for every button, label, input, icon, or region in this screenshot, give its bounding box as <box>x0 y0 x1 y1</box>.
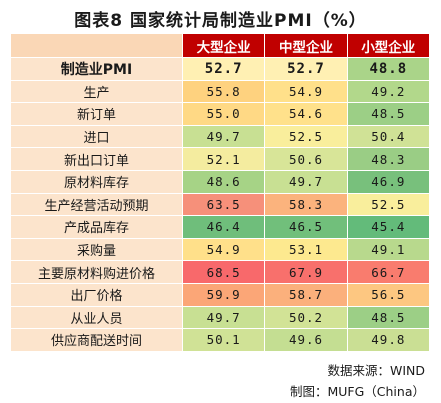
table-row: 进口 49.7 52.5 50.4 <box>10 124 430 149</box>
value-cell: 49.7 <box>264 169 348 194</box>
row-label: 进口 <box>10 124 183 149</box>
row-label: 新订单 <box>10 102 183 126</box>
value-cell: 58.7 <box>264 282 348 307</box>
column-header-medium: 中型企业 <box>264 33 348 58</box>
value-cell: 59.9 <box>181 282 266 307</box>
page-title: 图表8 国家统计局制造业PMI（%） <box>74 11 367 31</box>
value-cell: 52.5 <box>346 192 430 217</box>
row-label: 从业人员 <box>10 305 183 330</box>
value-cell: 54.9 <box>181 237 266 262</box>
value-cell: 46.4 <box>181 215 266 239</box>
row-label: 供应商配送时间 <box>10 328 183 352</box>
value-cell: 49.8 <box>346 328 430 352</box>
value-cell: 56.5 <box>346 282 430 307</box>
table-row: 从业人员 49.7 50.2 48.5 <box>10 305 430 330</box>
value-cell: 49.2 <box>346 79 430 104</box>
value-cell: 49.6 <box>264 328 348 352</box>
value-cell: 48.5 <box>346 102 430 126</box>
row-label: 新出口订单 <box>10 147 183 171</box>
table-row: 采购量 54.9 53.1 49.1 <box>10 237 430 262</box>
value-cell: 48.3 <box>346 147 430 171</box>
value-cell: 45.4 <box>346 215 430 239</box>
value-cell: 67.9 <box>264 260 348 284</box>
column-header-large: 大型企业 <box>181 33 266 58</box>
row-label: 产成品库存 <box>10 215 183 239</box>
header-row: 大型企业 中型企业 小型企业 <box>10 33 430 58</box>
table-row: 新订单 55.0 54.6 48.5 <box>10 102 430 126</box>
value-cell: 54.6 <box>264 102 348 126</box>
column-header-small: 小型企业 <box>346 33 430 58</box>
value-cell: 46.5 <box>264 215 348 239</box>
value-cell: 48.8 <box>346 57 430 81</box>
row-label: 生产 <box>10 79 183 104</box>
row-label: 主要原材料购进价格 <box>10 260 183 284</box>
value-cell: 55.0 <box>181 102 266 126</box>
value-cell: 55.8 <box>181 79 266 104</box>
value-cell: 52.1 <box>181 147 266 171</box>
table-row: 出厂价格 59.9 58.7 56.5 <box>10 282 430 307</box>
table-row: 供应商配送时间 50.1 49.6 49.8 <box>10 328 430 352</box>
value-cell: 48.5 <box>346 305 430 330</box>
chart-credit-note: 制图：MUFG（China） <box>289 384 425 399</box>
value-cell: 50.2 <box>264 305 348 330</box>
row-label: 采购量 <box>10 237 183 262</box>
table-row: 制造业PMI 52.7 52.7 48.8 <box>10 57 430 81</box>
value-cell: 66.7 <box>346 260 430 284</box>
table-row: 新出口订单 52.1 50.6 48.3 <box>10 147 430 171</box>
value-cell: 50.1 <box>181 328 266 352</box>
table-row: 产成品库存 46.4 46.5 45.4 <box>10 215 430 239</box>
value-cell: 46.9 <box>346 169 430 194</box>
value-cell: 48.6 <box>181 169 266 194</box>
table-row: 原材料库存 48.6 49.7 46.9 <box>10 169 430 194</box>
value-cell: 53.1 <box>264 237 348 262</box>
header-corner <box>10 33 183 58</box>
pmi-table: 大型企业 中型企业 小型企业 制造业PMI 52.7 52.7 48.8 生产 55.8 5… <box>10 33 430 352</box>
table-row: 生产 55.8 54.9 49.2 <box>10 79 430 104</box>
value-cell: 52.7 <box>264 57 348 81</box>
value-cell: 49.1 <box>346 237 430 262</box>
table-row: 生产经营活动预期 63.5 58.3 52.5 <box>10 192 430 217</box>
value-cell: 50.4 <box>346 124 430 149</box>
row-label: 制造业PMI <box>10 57 183 81</box>
value-cell: 52.7 <box>181 57 266 81</box>
table-row: 主要原材料购进价格 68.5 67.9 66.7 <box>10 260 430 284</box>
row-label: 原材料库存 <box>10 169 183 194</box>
row-label: 出厂价格 <box>10 282 183 307</box>
value-cell: 58.3 <box>264 192 348 217</box>
data-source-note: 数据来源：WIND <box>327 363 425 378</box>
value-cell: 68.5 <box>181 260 266 284</box>
row-label: 生产经营活动预期 <box>10 192 183 217</box>
value-cell: 52.5 <box>264 124 348 149</box>
value-cell: 49.7 <box>181 305 266 330</box>
value-cell: 54.9 <box>264 79 348 104</box>
value-cell: 49.7 <box>181 124 266 149</box>
value-cell: 63.5 <box>181 192 266 217</box>
value-cell: 50.6 <box>264 147 348 171</box>
